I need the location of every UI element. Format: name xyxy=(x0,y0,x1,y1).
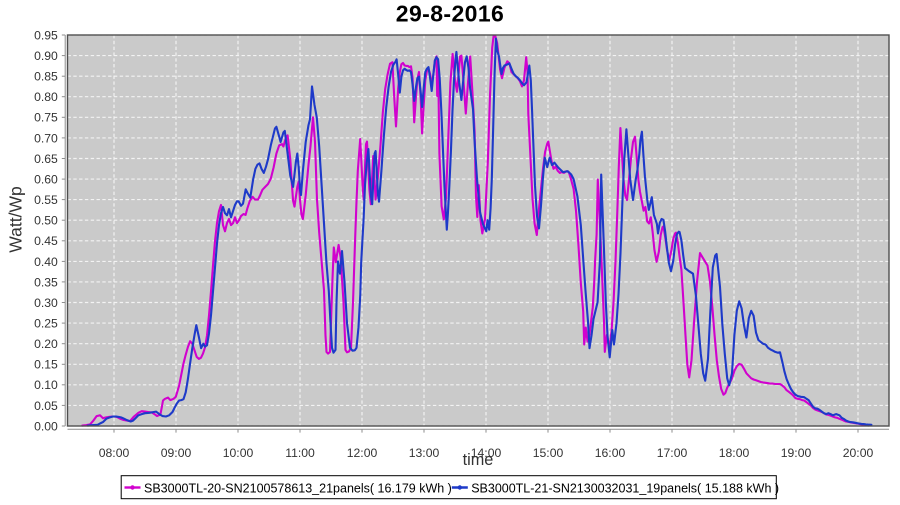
svg-text:0.10: 0.10 xyxy=(34,378,58,392)
svg-text:14:00: 14:00 xyxy=(471,446,502,460)
svg-text:0.65: 0.65 xyxy=(34,152,58,166)
svg-text:0.05: 0.05 xyxy=(34,399,58,413)
svg-text:Watt/Wp: Watt/Wp xyxy=(5,186,25,252)
svg-text:0.15: 0.15 xyxy=(34,358,58,372)
svg-text:0.50: 0.50 xyxy=(34,214,58,228)
svg-text:29-8-2016: 29-8-2016 xyxy=(396,1,504,27)
svg-text:SB3000TL-20-SN2100578613_21pan: SB3000TL-20-SN2100578613_21panels( 16.17… xyxy=(144,482,452,496)
svg-text:0.90: 0.90 xyxy=(34,49,58,63)
svg-text:12:00: 12:00 xyxy=(347,446,378,460)
svg-text:0.80: 0.80 xyxy=(34,90,58,104)
svg-text:0.30: 0.30 xyxy=(34,296,58,310)
svg-text:0.45: 0.45 xyxy=(34,234,58,248)
svg-text:15:00: 15:00 xyxy=(533,446,564,460)
svg-text:20:00: 20:00 xyxy=(843,446,874,460)
svg-text:08:00: 08:00 xyxy=(99,446,130,460)
svg-text:0.40: 0.40 xyxy=(34,255,58,269)
svg-text:09:00: 09:00 xyxy=(161,446,192,460)
svg-text:16:00: 16:00 xyxy=(595,446,626,460)
svg-text:0.95: 0.95 xyxy=(34,28,58,42)
svg-text:0.25: 0.25 xyxy=(34,317,58,331)
svg-text:0.00: 0.00 xyxy=(34,419,58,433)
svg-text:11:00: 11:00 xyxy=(285,446,315,460)
svg-text:0.55: 0.55 xyxy=(34,193,58,207)
svg-text:0.35: 0.35 xyxy=(34,275,58,289)
svg-text:18:00: 18:00 xyxy=(719,446,750,460)
svg-text:time: time xyxy=(463,451,494,469)
svg-text:0.20: 0.20 xyxy=(34,337,58,351)
svg-text:19:00: 19:00 xyxy=(781,446,812,460)
svg-text:0.75: 0.75 xyxy=(34,111,58,125)
svg-text:17:00: 17:00 xyxy=(657,446,688,460)
svg-text:0.70: 0.70 xyxy=(34,131,58,145)
svg-text:13:00: 13:00 xyxy=(409,446,440,460)
svg-text:SB3000TL-21-SN2130032031_19pan: SB3000TL-21-SN2130032031_19panels( 15.18… xyxy=(471,482,779,496)
svg-text:10:00: 10:00 xyxy=(223,446,254,460)
svg-text:0.85: 0.85 xyxy=(34,70,58,84)
svg-text:0.60: 0.60 xyxy=(34,173,58,187)
